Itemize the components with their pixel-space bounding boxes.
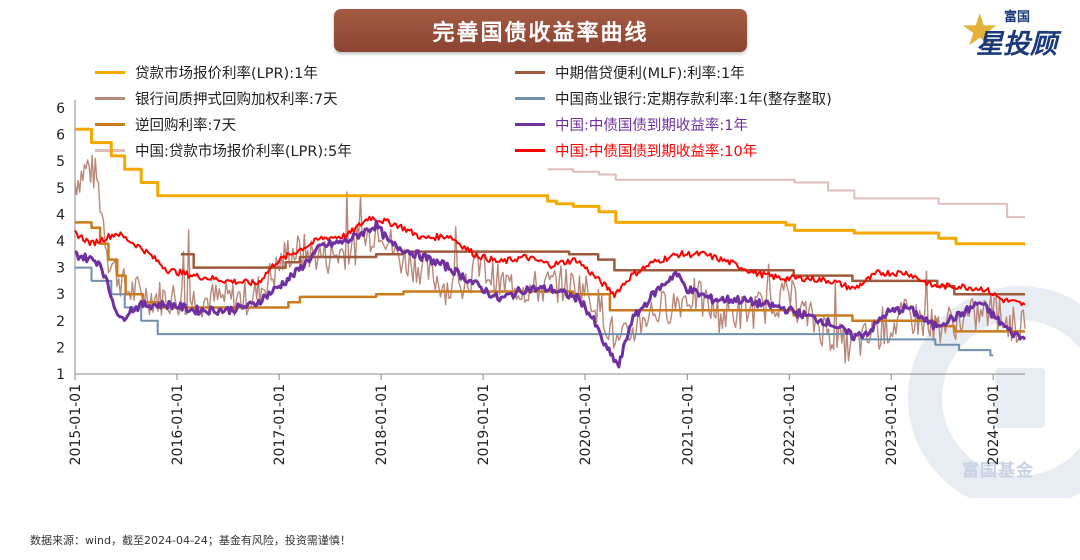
x-tick-label: 2015-01-01 bbox=[68, 384, 84, 465]
chart-title: 完善国债收益率曲线 bbox=[334, 9, 747, 52]
legend-label: 贷款市场报价利率(LPR):1年 bbox=[135, 65, 318, 82]
logo-small-text: 富国 bbox=[1004, 10, 1031, 25]
x-axis: 2015-01-01 2016-01-01 2017-01-01 2018-01-01… bbox=[68, 373, 1025, 465]
y-tick-label: 6 bbox=[56, 101, 65, 117]
y-tick-label: 2 bbox=[56, 314, 65, 330]
legend-swatch bbox=[95, 70, 125, 74]
legend-item-cgb-1y: 中国:中债国债到期收益率:1年 bbox=[515, 114, 748, 134]
legend-label: 中国商业银行:定期存款利率:1年(整存整取) bbox=[555, 91, 832, 108]
y-tick-label: 3 bbox=[56, 287, 65, 303]
source-note: 数据来源：wind，截至2024-04-24；基金有风险，投资需谨慎！ bbox=[30, 534, 351, 547]
series-line-7 bbox=[74, 215, 1026, 307]
series-line-1 bbox=[180, 250, 1025, 296]
series-layer bbox=[74, 127, 1027, 369]
legend-swatch bbox=[515, 148, 545, 152]
brand-logo: ★ 富国 星投顾 bbox=[958, 4, 1068, 61]
legend-item-mlf-1y: 中期借贷便利(MLF):利率:1年 bbox=[515, 62, 745, 82]
legend-swatch bbox=[95, 122, 125, 126]
y-tick-label: 3 bbox=[56, 261, 65, 277]
x-tick-label: 2022-01-01 bbox=[782, 384, 798, 465]
y-tick-label: 5 bbox=[56, 181, 65, 197]
series-line-5 bbox=[74, 219, 1027, 369]
series-line-0 bbox=[75, 127, 1025, 246]
legend-item-reverse-repo-7d: 逆回购利率:7天 bbox=[95, 114, 236, 134]
y-tick-label: 5 bbox=[56, 154, 65, 170]
legend-label: 中国:贷款市场报价利率(LPR):5年 bbox=[135, 143, 352, 160]
y-tick-label: 1 bbox=[56, 367, 65, 383]
legend-swatch bbox=[515, 122, 545, 126]
series-line-3 bbox=[75, 266, 994, 357]
y-tick-label: 6 bbox=[56, 128, 65, 144]
legend-label: 中国:中债国债到期收益率:1年 bbox=[555, 117, 748, 134]
line-chart: 1 2 2 3 3 4 4 5 5 6 6 2015-01-01 2016-01-01 2017-01-… bbox=[56, 100, 1027, 465]
legend-swatch bbox=[515, 70, 545, 74]
legend-label: 逆回购利率:7天 bbox=[135, 117, 237, 134]
x-tick-label: 2019-01-01 bbox=[476, 384, 492, 465]
watermark-text: 富国基金 bbox=[962, 461, 1034, 481]
series-line-2 bbox=[74, 154, 1026, 364]
series-line-6 bbox=[547, 168, 1025, 219]
x-tick-label: 2018-01-01 bbox=[374, 384, 390, 465]
x-tick-label: 2023-01-01 bbox=[884, 384, 900, 465]
y-tick-label: 4 bbox=[56, 207, 65, 223]
legend-item-deposit-1y: 中国商业银行:定期存款利率:1年(整存整取) bbox=[515, 88, 832, 108]
legend-label: 中国:中债国债到期收益率:10年 bbox=[555, 143, 758, 160]
y-tick-label: 4 bbox=[56, 234, 65, 250]
star-icon: ★ bbox=[960, 5, 1000, 56]
y-axis: 1 2 2 3 3 4 4 5 5 6 6 bbox=[56, 100, 76, 383]
x-tick-label: 2024-01-01 bbox=[986, 384, 1002, 465]
legend-item-repo-7d: 银行间质押式回购加权利率:7天 bbox=[95, 88, 338, 108]
y-tick-label: 2 bbox=[56, 340, 65, 356]
legend-label: 银行间质押式回购加权利率:7天 bbox=[135, 91, 338, 108]
x-tick-label: 2017-01-01 bbox=[272, 384, 288, 465]
legend-item-lpr-1y: 贷款市场报价利率(LPR):1年 bbox=[95, 62, 318, 82]
series-line-4 bbox=[75, 221, 1025, 333]
legend-item-cgb-10y: 中国:中债国债到期收益率:10年 bbox=[515, 140, 757, 160]
x-tick-label: 2020-01-01 bbox=[578, 384, 594, 465]
x-tick-label: 2021-01-01 bbox=[680, 384, 696, 465]
legend-swatch bbox=[95, 96, 125, 100]
legend-label: 中期借贷便利(MLF):利率:1年 bbox=[555, 65, 745, 82]
logo-big-text: 星投顾 bbox=[976, 29, 1057, 60]
x-tick-label: 2016-01-01 bbox=[170, 384, 186, 465]
legend-swatch bbox=[515, 96, 545, 100]
